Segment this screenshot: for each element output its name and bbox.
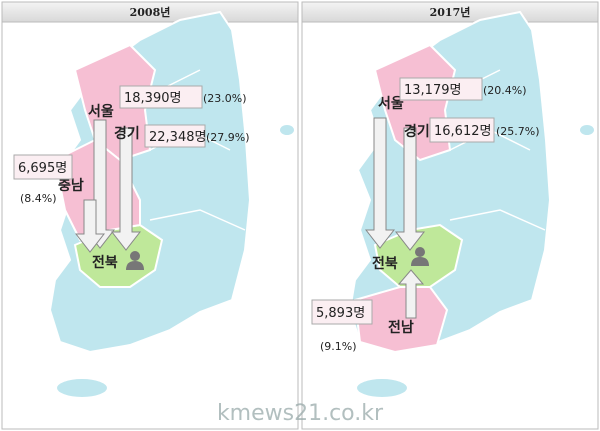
count: 22,348명 [149,130,206,145]
region-label: 전북 [92,254,118,271]
arrow [394,127,426,251]
callout [311,299,373,325]
share: (25.7%) [496,125,540,138]
arrow [74,199,106,253]
callout [13,154,73,180]
region-label: 경기 [114,125,140,142]
share: (8.4%) [20,192,57,205]
share: (20.4%) [483,84,527,97]
region-label: 서울 [88,103,114,120]
share: (23.0%) [203,92,247,105]
region-label: 전북 [372,255,398,272]
region-label: 경기 [404,123,430,140]
share: (27.9%) [206,131,250,144]
count: 5,893명 [316,306,365,321]
panel-title: 2017년 [430,5,471,19]
count: 18,390명 [124,91,181,106]
callout [119,85,203,109]
arrow [364,117,396,249]
region-label: 서울 [378,95,404,112]
count: 13,179명 [404,83,461,98]
count: 6,695명 [18,161,67,176]
watermark: kmews21.co.kr [217,401,384,426]
panel-title: 2008년 [130,5,171,19]
share: (9.1%) [320,340,357,353]
arrow [110,127,142,251]
region-label: 충남 [58,177,84,194]
callout [399,77,483,101]
region-label: 전남 [388,319,414,336]
callout [144,124,206,148]
panel: 2017년 서울 경기 전북 전남 13,179명 (20.4%) 16,612… [301,1,599,430]
panel: 2008년 서울 경기 충남 전북 18,390명 (23.0%) 22,348… [1,1,299,430]
count: 16,612명 [434,124,491,139]
callout [429,117,495,143]
arrow [397,269,425,319]
